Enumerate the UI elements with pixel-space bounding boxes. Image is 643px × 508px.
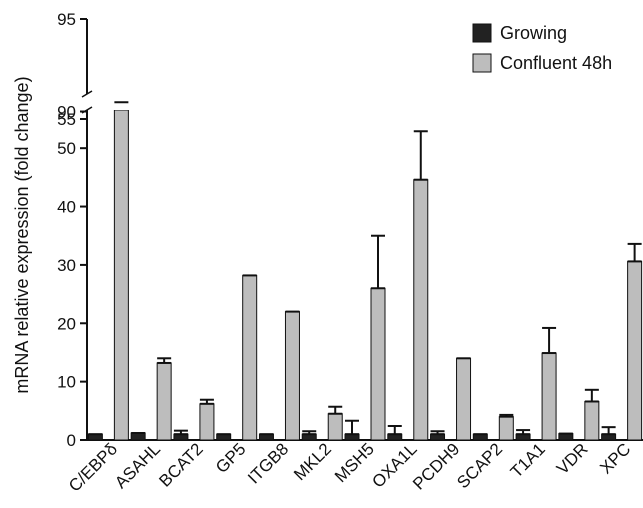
bar-confluent <box>541 352 557 441</box>
legend: Growing Confluent 48h <box>472 23 612 73</box>
bar-confluent <box>456 357 472 441</box>
bar-confluent <box>627 260 643 441</box>
bar-growing <box>130 432 146 441</box>
category-label: XPC <box>596 439 634 477</box>
bar-confluent <box>413 179 429 441</box>
y-tick-label: 20 <box>57 314 76 333</box>
category-label: PCDH9 <box>409 439 463 493</box>
bar-confluent <box>327 413 343 441</box>
legend-label: Growing <box>500 23 567 43</box>
y-tick-label: 95 <box>57 10 76 29</box>
bar-confluent-lower <box>113 109 129 441</box>
bar-confluent <box>199 403 215 441</box>
bars <box>87 94 643 441</box>
legend-label: Confluent 48h <box>500 53 612 73</box>
category-label: SCAP2 <box>453 439 506 492</box>
legend-swatch <box>472 53 492 73</box>
y-tick-label: 10 <box>57 373 76 392</box>
bar-confluent <box>156 362 172 441</box>
bar-confluent <box>284 311 300 441</box>
category-label: MKL2 <box>290 439 335 484</box>
legend-swatch <box>472 23 492 43</box>
y-tick-label: 0 <box>67 431 76 450</box>
bar-confluent <box>370 287 386 441</box>
y-tick-label: 40 <box>57 198 76 217</box>
category-label: T1A1 <box>507 439 549 481</box>
category-label: VDR <box>553 439 592 478</box>
bar-confluent <box>584 400 600 441</box>
category-label: BCAT2 <box>155 439 206 490</box>
y-tick-label: 55 <box>57 110 76 129</box>
y-tick-label: 30 <box>57 256 76 275</box>
y-tick-label: 50 <box>57 139 76 158</box>
category-label: ASAHL <box>111 439 164 492</box>
axis-break-mark-upper <box>81 90 93 98</box>
y-tick-label: 90 <box>57 103 76 122</box>
category-label: GP5 <box>212 439 249 476</box>
category-label: ITGB8 <box>244 439 292 487</box>
y-axis-label: mRNA relative expression (fold change) <box>12 76 32 393</box>
bar-confluent <box>242 274 258 441</box>
bar-confluent <box>498 416 514 441</box>
